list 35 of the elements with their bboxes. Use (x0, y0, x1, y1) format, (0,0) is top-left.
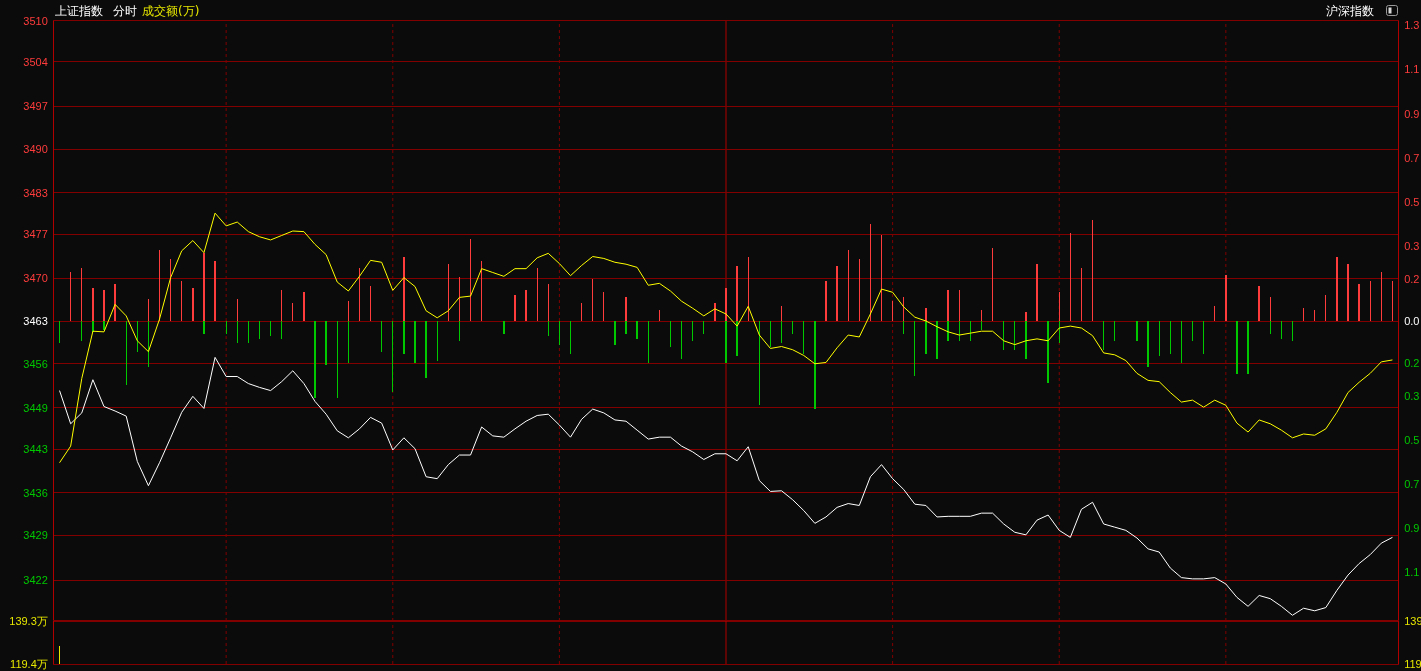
y2-tick-label: 0.9 (1404, 522, 1420, 535)
y-tick-label: 3497 (23, 100, 48, 113)
y-tick-label: 3429 (23, 529, 48, 542)
y-tick-label: 3470 (23, 272, 48, 285)
y2-tick-label: 0.3 (1404, 389, 1420, 402)
y2-tick-label: 1.3 (1404, 19, 1420, 32)
chart-title: 上证指数 (55, 4, 103, 18)
y-tick-label: 3490 (23, 143, 48, 156)
y-tick-label: 3483 (23, 186, 48, 199)
y2-tick-label: 1.1 (1404, 63, 1420, 76)
y2-tick-label: 0.5 (1404, 433, 1420, 446)
y-tick-label: 119.4万 (10, 657, 48, 670)
y2-tick-label: 0.0 (1404, 314, 1420, 327)
y-tick-label: 3449 (23, 401, 48, 414)
y-tick-label: 3510 (23, 14, 48, 27)
y-tick-label: 3504 (23, 55, 48, 68)
y2-tick-label: 0.9 (1404, 107, 1420, 120)
y2-tick-label: 0.7 (1404, 151, 1420, 164)
y-tick-label: 3463 (23, 314, 48, 327)
y2-tick-label: 0.7 (1404, 478, 1420, 491)
y2-tick-label: 119 (1404, 657, 1421, 670)
y-tick-label: 3456 (23, 357, 48, 370)
y2-tick-label: 0.2 (1404, 272, 1420, 285)
chart-subtitle: 分时 (113, 4, 137, 18)
y-tick-label: 3443 (23, 443, 48, 456)
y-tick-label: 3477 (23, 228, 48, 241)
y2-tick-label: 0.2 (1404, 356, 1420, 369)
y2-tick-label: 0.3 (1404, 239, 1420, 252)
y-tick-label: 139.3万 (9, 614, 48, 627)
text: 成交额(万) (142, 4, 200, 18)
y2-tick-label: 0.5 (1404, 195, 1420, 208)
text: 沪深指数 (1326, 4, 1374, 18)
y2-tick-label: 1.1 (1404, 566, 1420, 579)
y-tick-label: 3422 (23, 574, 48, 586)
y-tick-label: 3436 (23, 486, 48, 499)
